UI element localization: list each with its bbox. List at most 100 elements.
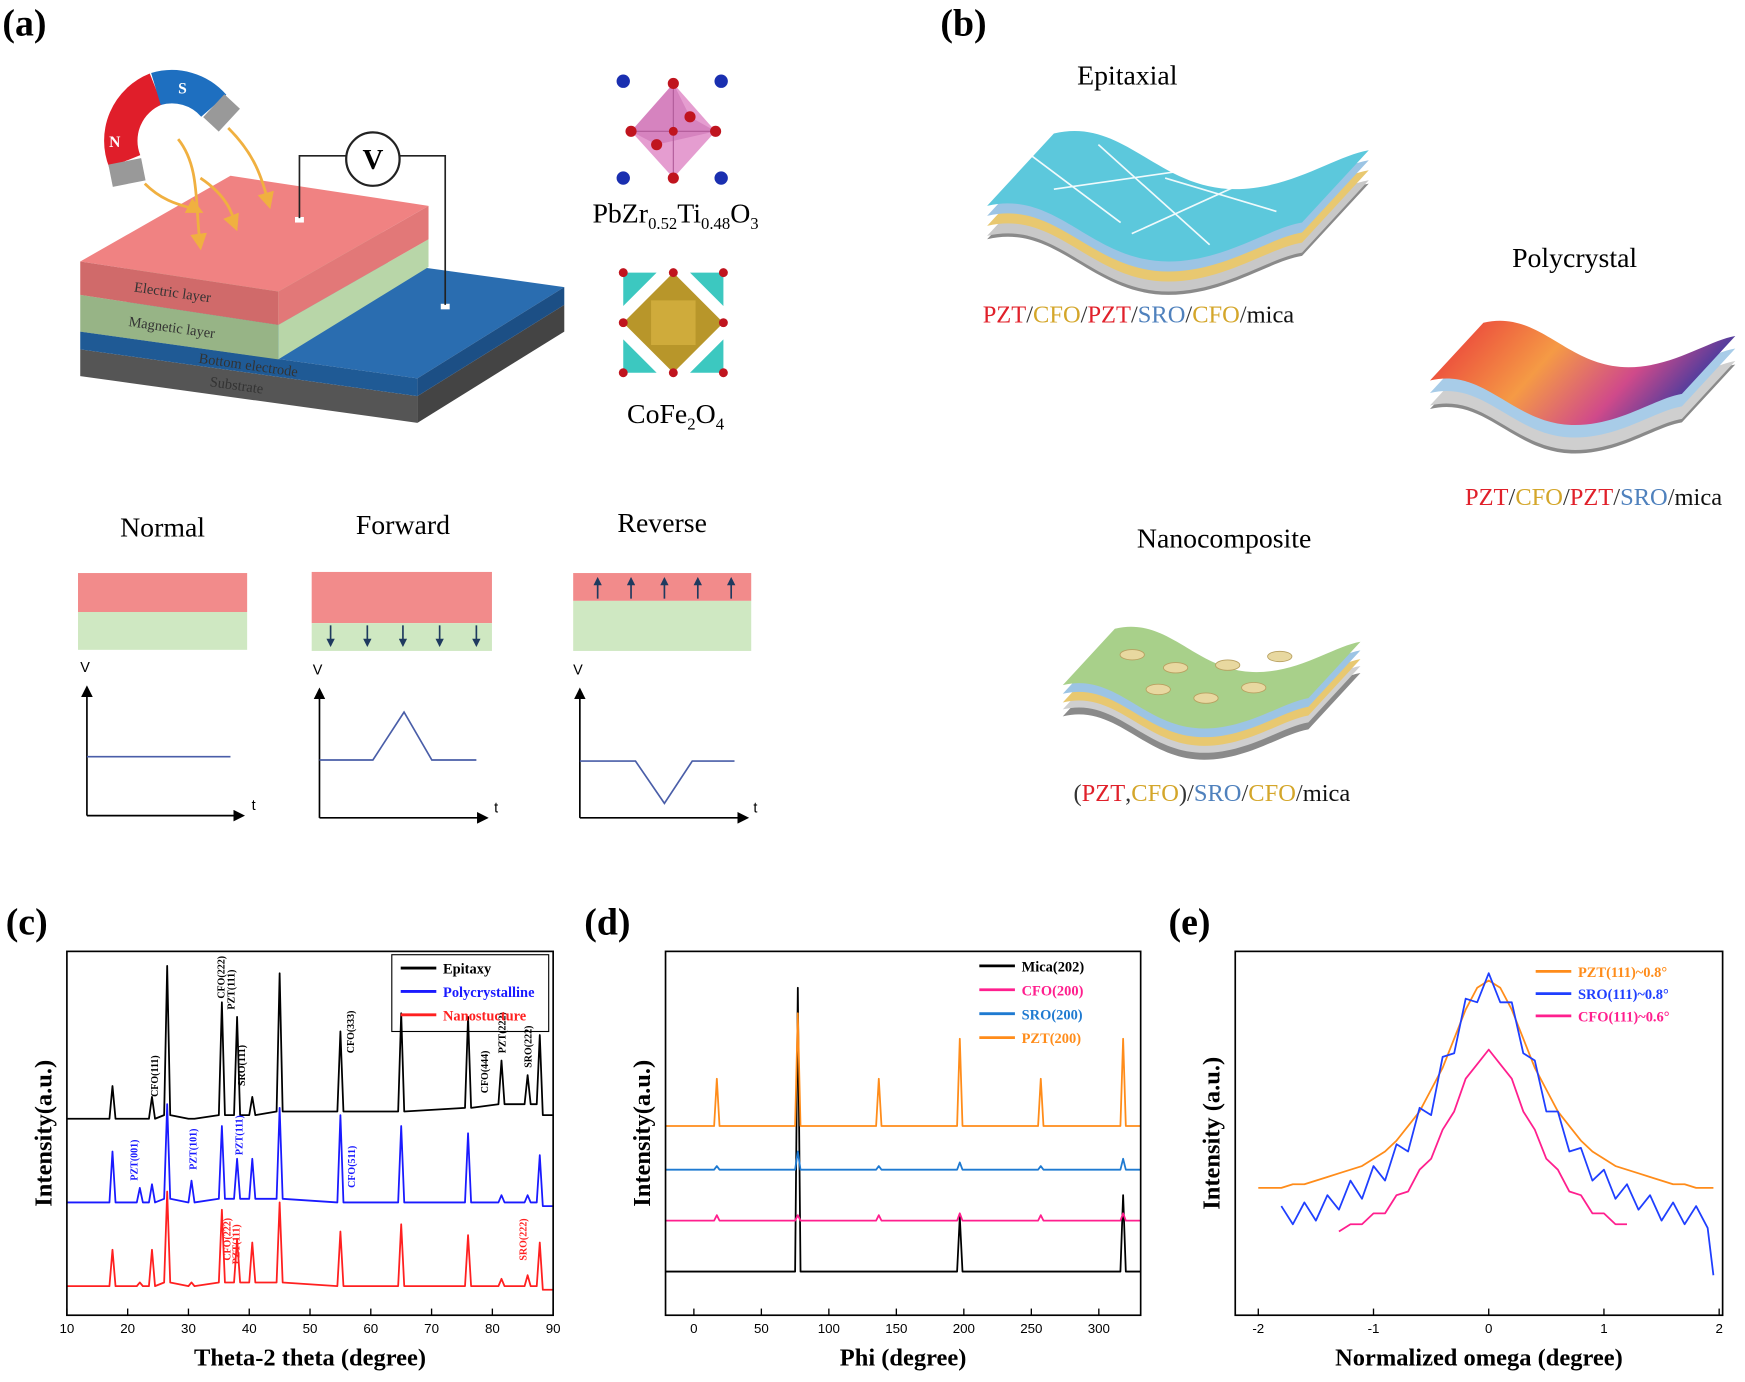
panel-label: (c) xyxy=(6,902,48,944)
x-tick-label: 50 xyxy=(754,1321,769,1336)
x-tick-label: 50 xyxy=(303,1321,318,1336)
stack-part: CFO xyxy=(1033,302,1081,329)
shape-circle xyxy=(667,77,679,90)
x-tick-label: 70 xyxy=(424,1321,439,1336)
x-tick-label: 0 xyxy=(1485,1321,1492,1336)
shape-circle xyxy=(618,368,628,378)
shape-polygon xyxy=(278,239,429,360)
data-line xyxy=(66,1190,554,1291)
shape-circle xyxy=(684,111,696,123)
legend-label: Mica(202) xyxy=(1022,959,1085,975)
shape-g xyxy=(1429,320,1736,454)
peak-annotation: PZT(222) xyxy=(498,1012,509,1053)
peak-annotation: PZT(001) xyxy=(129,1139,140,1180)
shape-polygon xyxy=(80,349,418,423)
shape-polyline xyxy=(579,760,735,805)
shape-tspan: 0.52 xyxy=(648,214,677,233)
shape-g xyxy=(1119,649,1293,704)
mode-schematics: Normal Forward Reverse V t V t V t xyxy=(78,508,757,824)
shape-polygon xyxy=(80,331,418,397)
panel-labels: (a) (b) (c) (d) (e) xyxy=(2,3,1210,944)
shape-circle xyxy=(668,268,678,278)
shape-polyline xyxy=(399,154,447,305)
shape-circle xyxy=(667,172,679,184)
shape-tspan: 3 xyxy=(750,214,758,233)
peak-annotation: PZT(111) xyxy=(232,1224,243,1264)
shape-circle xyxy=(710,125,722,137)
magnet-pole: S xyxy=(178,80,187,97)
stack-part: CFO xyxy=(1248,780,1296,807)
stack-part: mica xyxy=(1303,780,1351,807)
x-tick-label: 2 xyxy=(1715,1321,1722,1336)
shape-polygon xyxy=(278,205,429,325)
axis-letter: V xyxy=(573,662,583,678)
shape-rect xyxy=(440,303,450,310)
shape-circle xyxy=(714,171,728,185)
panel-label: (d) xyxy=(584,902,630,944)
shape-tspan: 0.48 xyxy=(701,214,730,233)
stack-part: / xyxy=(1509,484,1516,511)
peak-annotation: SRO(222) xyxy=(518,1218,529,1260)
x-tick-label: 0 xyxy=(690,1321,697,1336)
shape-ellipse xyxy=(1267,650,1293,663)
shape-g xyxy=(987,131,1369,295)
legend-label: SRO(111)~0.8° xyxy=(1578,987,1669,1003)
shape-polyline xyxy=(298,154,347,219)
y-axis-label: Intensity (a.u.) xyxy=(1199,1057,1226,1210)
shape-circle xyxy=(616,74,630,88)
layer-label: Substrate xyxy=(209,374,265,397)
stack-part: SRO xyxy=(1138,302,1186,329)
stack-part: PZT xyxy=(1087,302,1131,329)
axis-letter: t xyxy=(252,798,256,814)
shape-polygon xyxy=(417,287,565,397)
shape-ellipse xyxy=(1215,659,1241,671)
stack-part: ) xyxy=(1179,780,1187,807)
device-schematic: V Electric layer Magnetic layer Bottom e… xyxy=(80,70,565,423)
stack-part: / xyxy=(1240,302,1247,329)
axis-letter: V xyxy=(313,662,323,678)
magnet-pole: N xyxy=(109,134,121,151)
stack-part: / xyxy=(1131,302,1138,329)
stack-part: , xyxy=(1125,780,1131,807)
x-tick-label: 1 xyxy=(1600,1321,1607,1336)
structure-title: Polycrystal xyxy=(1512,243,1637,274)
data-line xyxy=(1280,972,1715,1276)
shape-rect xyxy=(78,611,248,650)
shape-polygon xyxy=(623,339,657,373)
x-tick-label: 300 xyxy=(1088,1321,1110,1336)
shape-polygon xyxy=(651,300,696,345)
layer-stack: PZT/CFO/PZT/SRO/CFO/mica xyxy=(983,302,1295,329)
shape-circle xyxy=(668,126,678,136)
peak-annotation: CFO(222) xyxy=(222,1218,233,1261)
legend-frame xyxy=(391,954,550,1033)
stack-part: CFO xyxy=(1131,780,1179,807)
shape-polygon xyxy=(80,294,279,360)
shape-tspan: Ti xyxy=(677,199,701,230)
x-tick-label: 60 xyxy=(363,1321,378,1336)
shape-circle xyxy=(618,268,628,278)
y-axis-label: Intensity(a.u.) xyxy=(30,1060,57,1207)
shape-circle xyxy=(618,318,628,328)
structure-title: Epitaxial xyxy=(1077,61,1178,92)
shape-path xyxy=(104,73,163,168)
shape-path xyxy=(108,158,146,187)
stack-part: / xyxy=(1241,780,1248,807)
shape-path xyxy=(177,138,207,251)
axis-letter: t xyxy=(494,800,498,816)
x-tick-label: 200 xyxy=(953,1321,975,1336)
x-axis-label: Theta-2 theta (degree) xyxy=(194,1344,426,1371)
shape-tspan: PbZr xyxy=(592,199,648,230)
crystal-formula: CoFe2O4 xyxy=(627,399,725,434)
x-tick-label: 10 xyxy=(59,1321,74,1336)
peak-annotation: PZT(111) xyxy=(227,970,238,1010)
shape-path xyxy=(143,182,204,213)
voltmeter-label: V xyxy=(362,144,383,176)
shape-circle xyxy=(718,268,728,278)
data-line xyxy=(66,965,554,1120)
film-schematics: Epitaxial Polycrystal Nanocomposite PZT/… xyxy=(983,61,1736,807)
legend-label: Polycrystalline xyxy=(443,985,535,1001)
data-line xyxy=(665,1012,1141,1127)
peak-annotation: SRO(111) xyxy=(237,1045,248,1086)
peak-annotation: PZT(111) xyxy=(235,1115,246,1155)
shape-circle xyxy=(668,368,678,378)
